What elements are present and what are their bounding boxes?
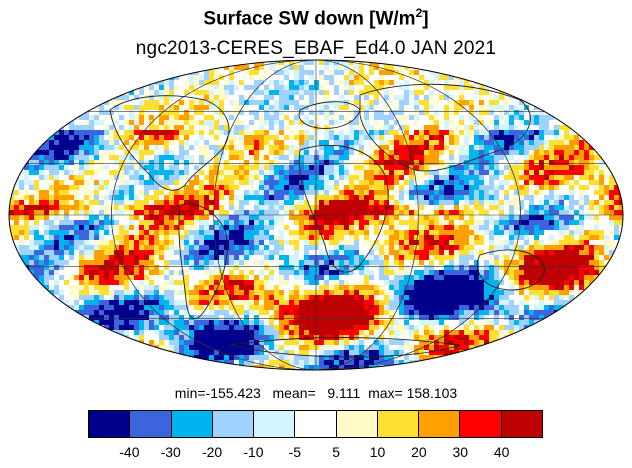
colorbar-swatch	[460, 411, 502, 437]
stats-line: min=-155.423 mean= 9.111 max= 158.103	[174, 385, 458, 401]
chart-title: Surface SW down [W/m2]	[203, 6, 429, 30]
colorbar-tick-label: -5	[288, 444, 302, 460]
colorbar-swatch	[501, 411, 542, 437]
colorbar-swatch	[130, 411, 172, 437]
chart-subtitle: ngc2013-CERES_EBAF_Ed4.0 JAN 2021	[135, 38, 497, 59]
colorbar-tick-label: -40	[119, 444, 140, 460]
colorbar-swatch	[171, 411, 213, 437]
colorbar	[88, 410, 543, 438]
colorbar-tick-label: 5	[332, 444, 341, 460]
colorbar-tick-labels: -40 -30 -20 -10 -5 5 10 20 30 40	[0, 444, 632, 462]
colorbar-swatch	[89, 411, 131, 437]
colorbar-swatch	[212, 411, 255, 437]
colorbar-tick-label: 20	[411, 444, 427, 460]
colorbar-tick-label: -10	[243, 444, 264, 460]
colorbar-swatch	[254, 411, 296, 437]
colorbar-swatch	[295, 411, 337, 437]
colorbar-tick-label: 40	[493, 444, 510, 460]
colorbar-tick-label: 10	[369, 444, 386, 460]
colorbar-swatch	[419, 411, 461, 437]
colorbar-swatch	[377, 411, 420, 437]
colorbar-tick-label: -30	[160, 444, 181, 460]
colorbar-tick-label: -20	[201, 444, 223, 460]
colorbar-tick-label: 30	[452, 444, 469, 460]
colorbar-swatch	[336, 411, 378, 437]
